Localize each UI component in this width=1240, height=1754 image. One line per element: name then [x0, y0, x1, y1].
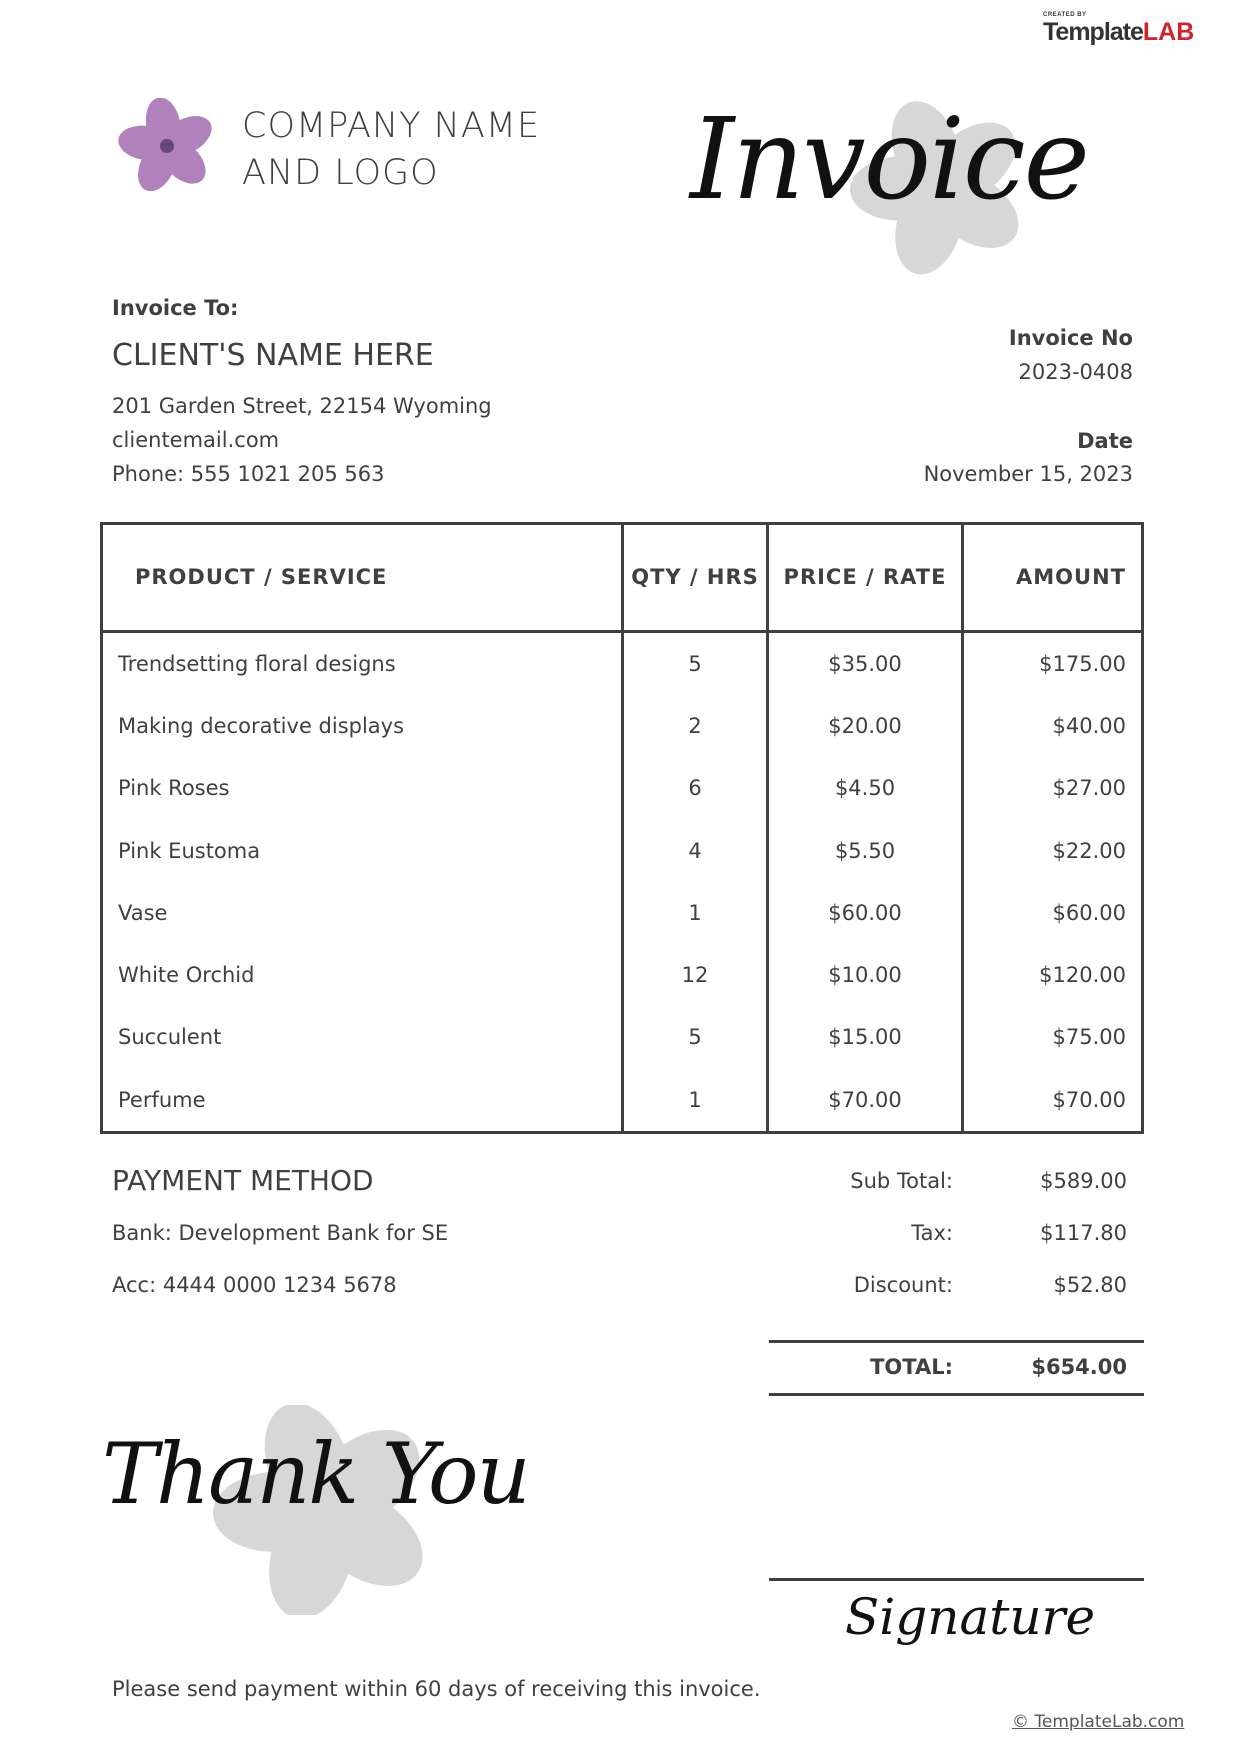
discount-value: $52.80: [1053, 1273, 1127, 1297]
cell-price: $20.00: [766, 695, 964, 758]
account-number: Acc: 4444 0000 1234 5678: [112, 1273, 397, 1297]
bank-name: Bank: Development Bank for SE: [112, 1221, 449, 1245]
cell-product: Perfume: [100, 1068, 624, 1131]
table-row: Making decorative displays 2 $20.00 $40.00: [100, 695, 1144, 758]
cell-price: $70.00: [766, 1068, 964, 1131]
subtotal-label: Sub Total:: [850, 1169, 953, 1193]
tax-value: $117.80: [1040, 1221, 1127, 1245]
total-value: $654.00: [1031, 1355, 1127, 1379]
table-row: Pink Eustoma 4 $5.50 $22.00: [100, 819, 1144, 882]
table-row: Trendsetting floral designs 5 $35.00 $175.0…: [100, 631, 1144, 696]
total-label: TOTAL:: [870, 1355, 953, 1379]
cell-price: $5.50: [766, 819, 964, 882]
total-bottom-rule: [769, 1393, 1144, 1396]
cell-amount: $175.00: [961, 631, 1144, 696]
cell-price: $4.50: [766, 757, 964, 820]
client-phone: Phone: 555 1021 205 563: [112, 462, 385, 486]
cell-amount: $27.00: [961, 757, 1144, 820]
cell-amount: $70.00: [961, 1068, 1144, 1131]
cell-product: White Orchid: [100, 943, 624, 1007]
signature-label: Signature: [845, 1588, 1096, 1646]
invoice-date: November 15, 2023: [923, 462, 1133, 486]
header-amount: AMOUNT: [961, 523, 1144, 633]
cell-price: $35.00: [766, 631, 964, 696]
invoice-title: Invoice: [690, 95, 1090, 225]
templatelab-logo: CREATED BY TemplateLAB: [1043, 12, 1195, 46]
cell-price: $60.00: [766, 881, 964, 944]
cell-qty: 5: [621, 631, 769, 696]
payment-note: Please send payment within 60 days of re…: [112, 1677, 761, 1701]
invoice-no-label: Invoice No: [1008, 326, 1133, 350]
invoice-to-label: Invoice To:: [112, 296, 239, 320]
table-row: Succulent 5 $15.00 $75.00: [100, 1006, 1144, 1069]
cell-qty: 6: [621, 757, 769, 820]
cell-amount: $75.00: [961, 1006, 1144, 1069]
thank-you-script: Thank You: [102, 1425, 531, 1523]
table-header-row: PRODUCT / SERVICE QTY / HRS PRICE / RATE…: [100, 523, 1144, 633]
table-empty-space: [100, 1130, 1144, 1133]
cell-amount: $60.00: [961, 881, 1144, 944]
table-row: Vase 1 $60.00 $60.00: [100, 881, 1144, 944]
cell-qty: 2: [621, 695, 769, 758]
gray-flower-decoration-icon: [850, 101, 1019, 275]
total-top-rule: [769, 1340, 1144, 1343]
cell-qty: 12: [621, 943, 769, 1007]
cell-qty: 5: [621, 1006, 769, 1069]
header-price: PRICE / RATE: [766, 523, 964, 633]
cell-product: Pink Eustoma: [100, 819, 624, 882]
payment-method-title: PAYMENT METHOD: [112, 1164, 374, 1197]
tax-label: Tax:: [911, 1221, 953, 1245]
copyright-link[interactable]: © TemplateLab.com: [1012, 1712, 1185, 1732]
table-row: Pink Roses 6 $4.50 $27.00: [100, 757, 1144, 820]
items-table: PRODUCT / SERVICE QTY / HRS PRICE / RATE…: [100, 522, 1144, 1134]
cell-product: Pink Roses: [100, 757, 624, 820]
invoice-no: 2023-0408: [1018, 360, 1133, 384]
table-row: Perfume 1 $70.00 $70.00: [100, 1068, 1144, 1131]
discount-label: Discount:: [853, 1273, 953, 1297]
gray-flower-decoration-icon: [213, 1405, 423, 1615]
subtotal-value: $589.00: [1040, 1169, 1127, 1193]
purple-flower-logo-icon: [118, 98, 212, 192]
client-email: clientemail.com: [112, 428, 280, 452]
cell-qty: 1: [621, 881, 769, 944]
cell-amount: $22.00: [961, 819, 1144, 882]
cell-product: Vase: [100, 881, 624, 944]
header-product: PRODUCT / SERVICE: [100, 523, 624, 633]
cell-product: Trendsetting floral designs: [100, 631, 624, 696]
client-name: CLIENT'S NAME HERE: [112, 338, 434, 373]
cell-amount: $120.00: [961, 943, 1144, 1007]
cell-qty: 4: [621, 819, 769, 882]
cell-amount: $40.00: [961, 695, 1144, 758]
client-address: 201 Garden Street, 22154 Wyoming: [112, 394, 492, 418]
header-qty: QTY / HRS: [621, 523, 769, 633]
date-label: Date: [1077, 429, 1133, 453]
cell-product: Making decorative displays: [100, 695, 624, 758]
cell-price: $15.00: [766, 1006, 964, 1069]
cell-qty: 1: [621, 1068, 769, 1131]
cell-product: Succulent: [100, 1006, 624, 1069]
company-name: COMPANY NAME AND LOGO: [242, 106, 541, 193]
table-row: White Orchid 12 $10.00 $120.00: [100, 943, 1144, 1007]
cell-price: $10.00: [766, 943, 964, 1007]
signature-line[interactable]: [769, 1578, 1144, 1581]
